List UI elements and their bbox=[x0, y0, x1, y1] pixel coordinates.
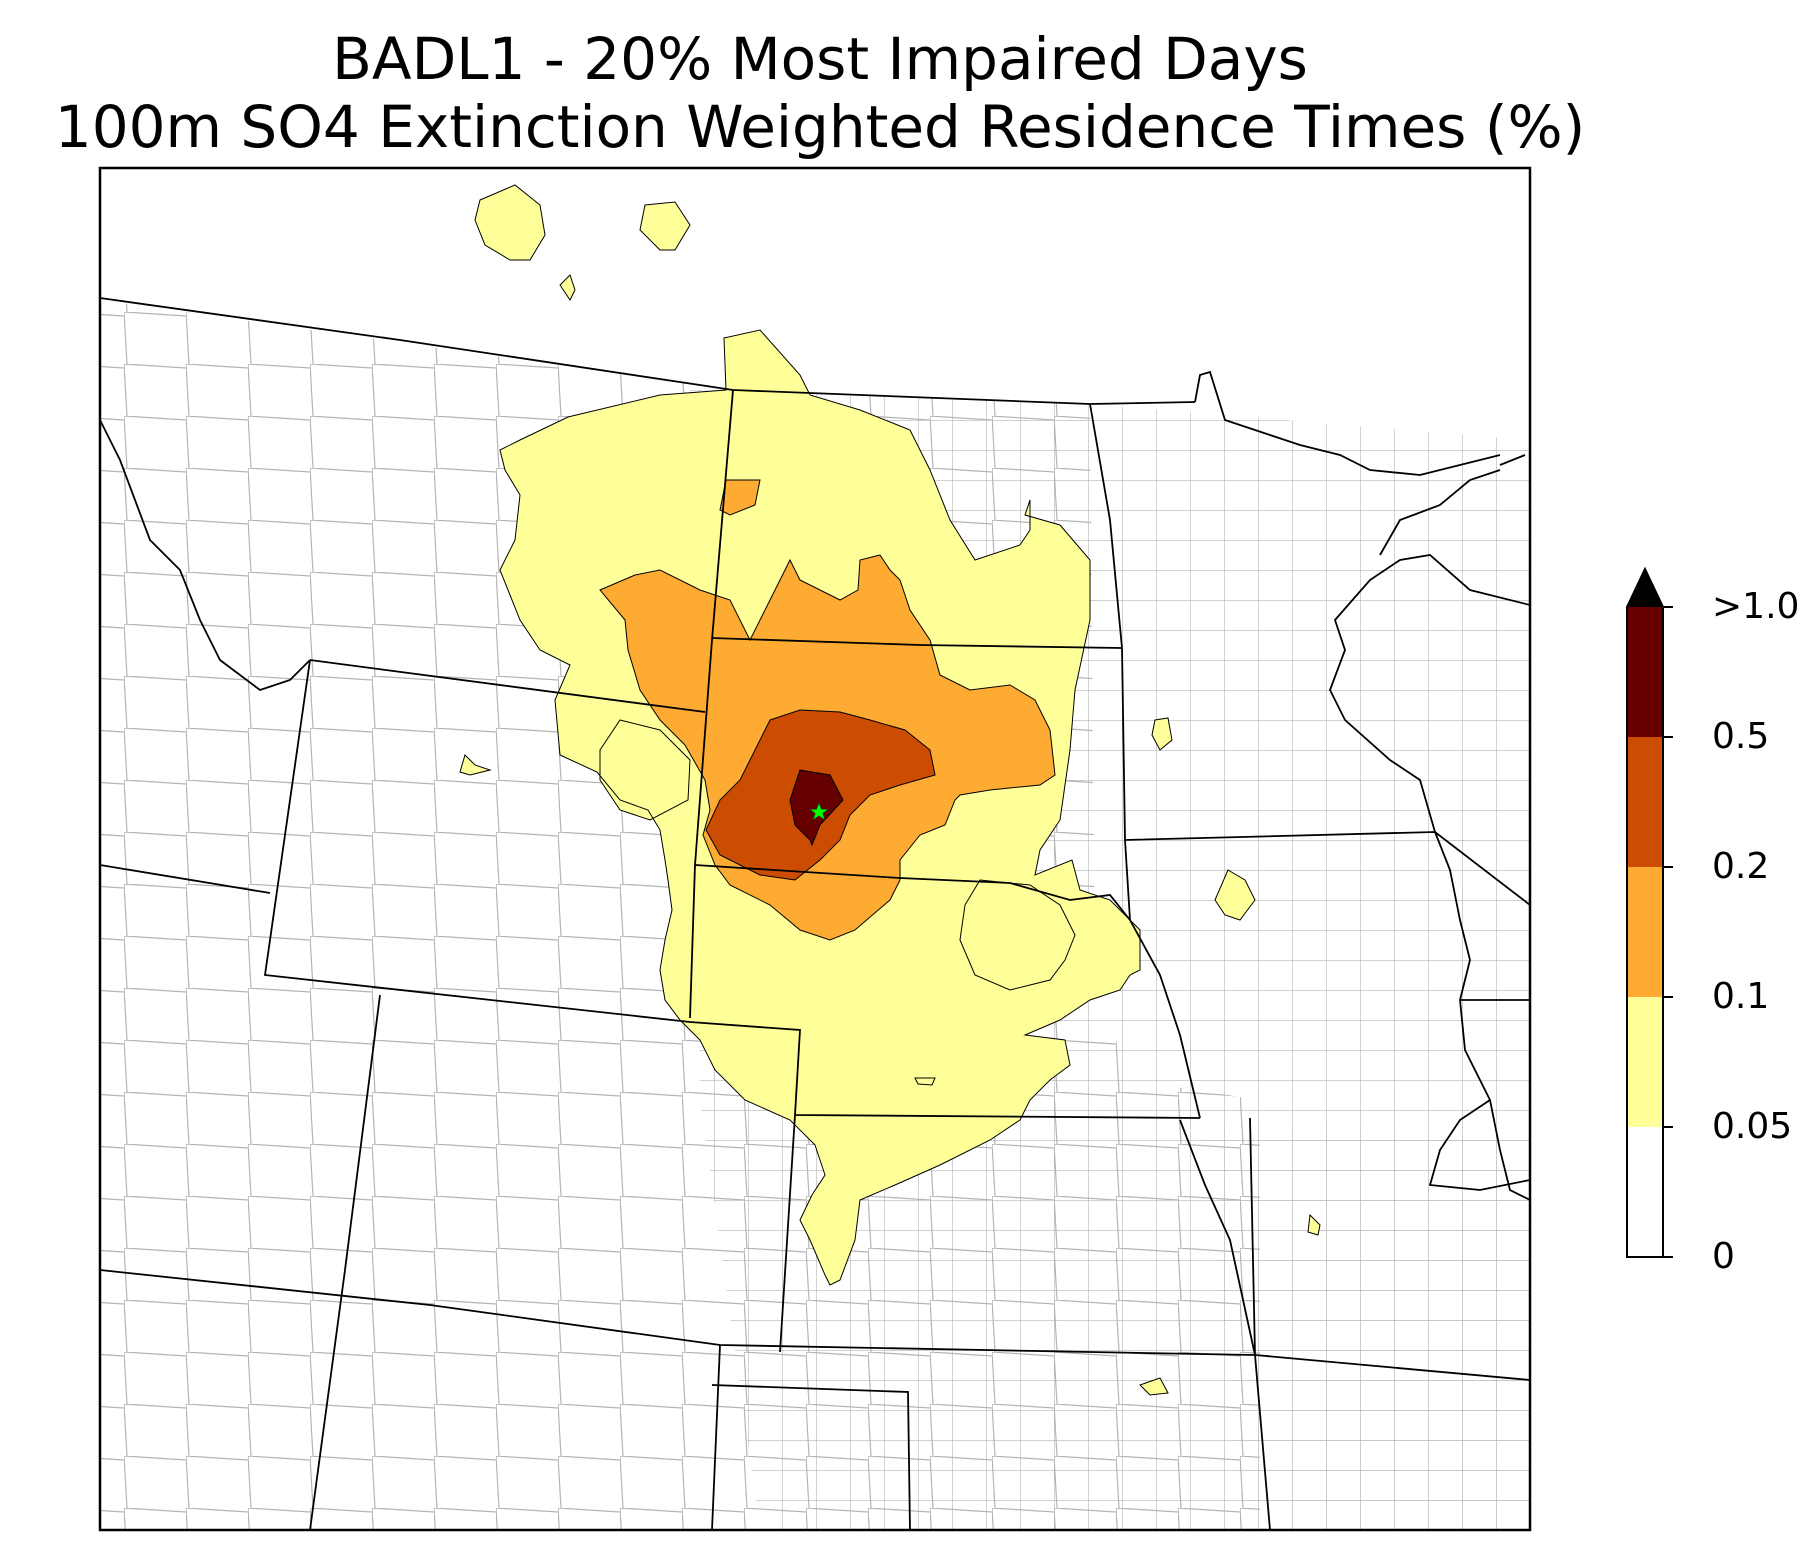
colorbar-segment bbox=[1627, 737, 1663, 867]
state-boundaries bbox=[100, 297, 1530, 1530]
colorbar-tick-label: 0 bbox=[1712, 1236, 1735, 1277]
patch bbox=[914, 1077, 936, 1086]
site-marker-star bbox=[809, 802, 829, 821]
patch bbox=[1214, 869, 1256, 921]
colorbar-segment bbox=[1627, 997, 1663, 1127]
contour-0.5 bbox=[789, 769, 844, 847]
patch bbox=[459, 754, 492, 776]
map-frame bbox=[98, 166, 1532, 1532]
colorbar-segment bbox=[1627, 1127, 1663, 1257]
colorbar-segment bbox=[1627, 607, 1663, 737]
patch bbox=[559, 274, 576, 301]
patch bbox=[474, 184, 546, 261]
patch bbox=[1139, 1377, 1169, 1396]
colorbar-extend-arrow bbox=[1627, 569, 1663, 607]
patch bbox=[639, 201, 691, 251]
patch bbox=[1151, 717, 1173, 751]
colorbar-tick-label: 0.05 bbox=[1712, 1106, 1793, 1147]
colorbar-segment bbox=[1627, 867, 1663, 997]
colorbar-tick-label: >1.0 bbox=[1712, 586, 1800, 627]
colorbar bbox=[1626, 566, 1673, 1258]
colorbar-tick-label: 0.1 bbox=[1712, 976, 1770, 1017]
patch bbox=[1307, 1213, 1321, 1236]
colorbar-tick-label: 0.5 bbox=[1712, 716, 1770, 757]
colorbar-tick-label: 0.2 bbox=[1712, 846, 1770, 887]
map-area bbox=[100, 168, 1530, 1530]
chart-title: BADL1 - 20% Most Impaired Days bbox=[332, 25, 1308, 93]
colorbar-outline bbox=[1626, 566, 1664, 1258]
chart-subtitle: 100m SO4 Extinction Weighted Residence T… bbox=[54, 93, 1586, 161]
